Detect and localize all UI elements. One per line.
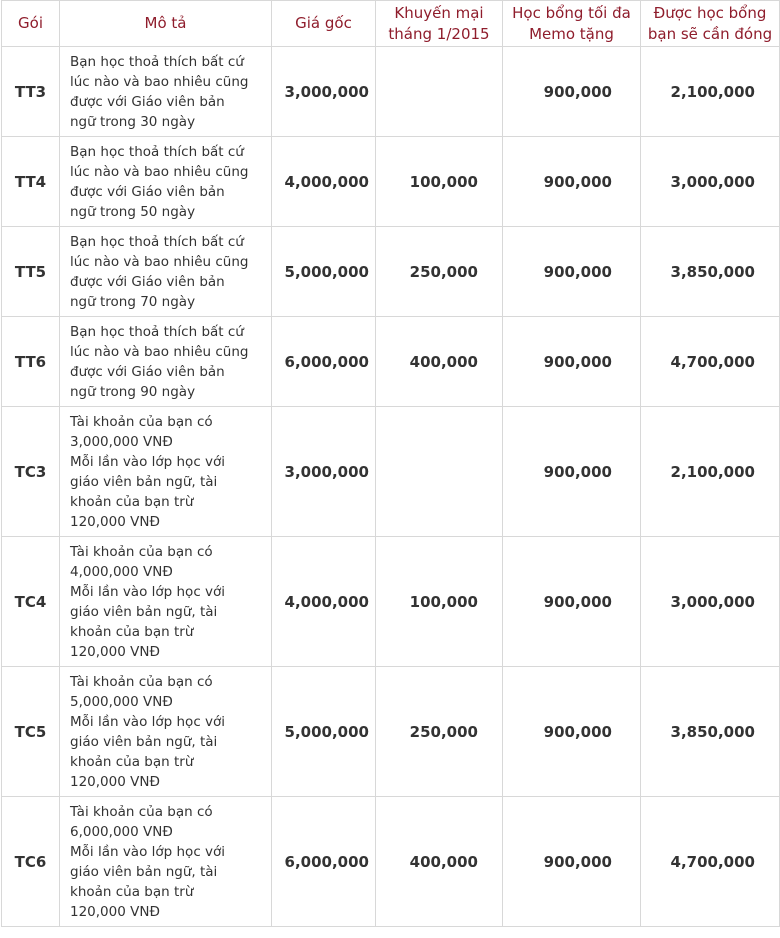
package-code: TT5 bbox=[1, 226, 60, 317]
original-price: 3,000,000 bbox=[271, 46, 376, 137]
promotion-amount bbox=[375, 46, 503, 137]
promotion-amount: 100,000 bbox=[375, 136, 503, 227]
table-row: TT3 Bạn học thoả thích bất cứ lúc nào và… bbox=[1, 46, 780, 137]
package-description: Bạn học thoả thích bất cứ lúc nào và bao… bbox=[59, 136, 272, 227]
header-scholarship: Học bổng tối đa Memo tặng bbox=[502, 0, 641, 47]
scholarship-amount: 900,000 bbox=[502, 406, 641, 537]
package-code: TC6 bbox=[1, 796, 60, 927]
table-row: TC4 Tài khoản của bạn có 4,000,000 VNĐ M… bbox=[1, 536, 780, 667]
package-code: TT4 bbox=[1, 136, 60, 227]
final-price: 4,700,000 bbox=[640, 316, 780, 407]
promotion-amount: 400,000 bbox=[375, 316, 503, 407]
promotion-amount bbox=[375, 406, 503, 537]
package-description: Tài khoản của bạn có 3,000,000 VNĐ Mỗi l… bbox=[59, 406, 272, 537]
package-code: TC4 bbox=[1, 536, 60, 667]
original-price: 6,000,000 bbox=[271, 796, 376, 927]
table-row: TT6 Bạn học thoả thích bất cứ lúc nào và… bbox=[1, 316, 780, 407]
header-package: Gói bbox=[1, 0, 60, 47]
package-description: Tài khoản của bạn có 5,000,000 VNĐ Mỗi l… bbox=[59, 666, 272, 797]
original-price: 4,000,000 bbox=[271, 136, 376, 227]
table-row: TT4 Bạn học thoả thích bất cứ lúc nào và… bbox=[1, 136, 780, 227]
scholarship-amount: 900,000 bbox=[502, 796, 641, 927]
original-price: 5,000,000 bbox=[271, 226, 376, 317]
package-code: TC3 bbox=[1, 406, 60, 537]
promotion-amount: 250,000 bbox=[375, 666, 503, 797]
header-promotion: Khuyến mại tháng 1/2015 bbox=[375, 0, 503, 47]
package-description: Tài khoản của bạn có 4,000,000 VNĐ Mỗi l… bbox=[59, 536, 272, 667]
scholarship-amount: 900,000 bbox=[502, 666, 641, 797]
original-price: 3,000,000 bbox=[271, 406, 376, 537]
package-code: TC5 bbox=[1, 666, 60, 797]
package-code: TT6 bbox=[1, 316, 60, 407]
final-price: 3,000,000 bbox=[640, 136, 780, 227]
scholarship-amount: 900,000 bbox=[502, 46, 641, 137]
promotion-amount: 100,000 bbox=[375, 536, 503, 667]
package-description: Bạn học thoả thích bất cứ lúc nào và bao… bbox=[59, 316, 272, 407]
header-description: Mô tả bbox=[59, 0, 272, 47]
package-description: Bạn học thoả thích bất cứ lúc nào và bao… bbox=[59, 46, 272, 137]
table-header-row: Gói Mô tả Giá gốc Khuyến mại tháng 1/201… bbox=[1, 0, 780, 47]
final-price: 2,100,000 bbox=[640, 406, 780, 537]
package-code: TT3 bbox=[1, 46, 60, 137]
original-price: 5,000,000 bbox=[271, 666, 376, 797]
table-row: TC5 Tài khoản của bạn có 5,000,000 VNĐ M… bbox=[1, 666, 780, 797]
package-description: Tài khoản của bạn có 6,000,000 VNĐ Mỗi l… bbox=[59, 796, 272, 927]
final-price: 3,000,000 bbox=[640, 536, 780, 667]
scholarship-amount: 900,000 bbox=[502, 226, 641, 317]
scholarship-amount: 900,000 bbox=[502, 136, 641, 227]
header-final-price: Được học bổng bạn sẽ cần đóng bbox=[640, 0, 780, 47]
scholarship-amount: 900,000 bbox=[502, 316, 641, 407]
promotion-amount: 250,000 bbox=[375, 226, 503, 317]
package-description: Bạn học thoả thích bất cứ lúc nào và bao… bbox=[59, 226, 272, 317]
table-row: TC6 Tài khoản của bạn có 6,000,000 VNĐ M… bbox=[1, 796, 780, 927]
promotion-amount: 400,000 bbox=[375, 796, 503, 927]
table-row: TC3 Tài khoản của bạn có 3,000,000 VNĐ M… bbox=[1, 406, 780, 537]
final-price: 3,850,000 bbox=[640, 666, 780, 797]
original-price: 4,000,000 bbox=[271, 536, 376, 667]
final-price: 4,700,000 bbox=[640, 796, 780, 927]
scholarship-amount: 900,000 bbox=[502, 536, 641, 667]
header-original-price: Giá gốc bbox=[271, 0, 376, 47]
final-price: 2,100,000 bbox=[640, 46, 780, 137]
table-row: TT5 Bạn học thoả thích bất cứ lúc nào và… bbox=[1, 226, 780, 317]
original-price: 6,000,000 bbox=[271, 316, 376, 407]
final-price: 3,850,000 bbox=[640, 226, 780, 317]
